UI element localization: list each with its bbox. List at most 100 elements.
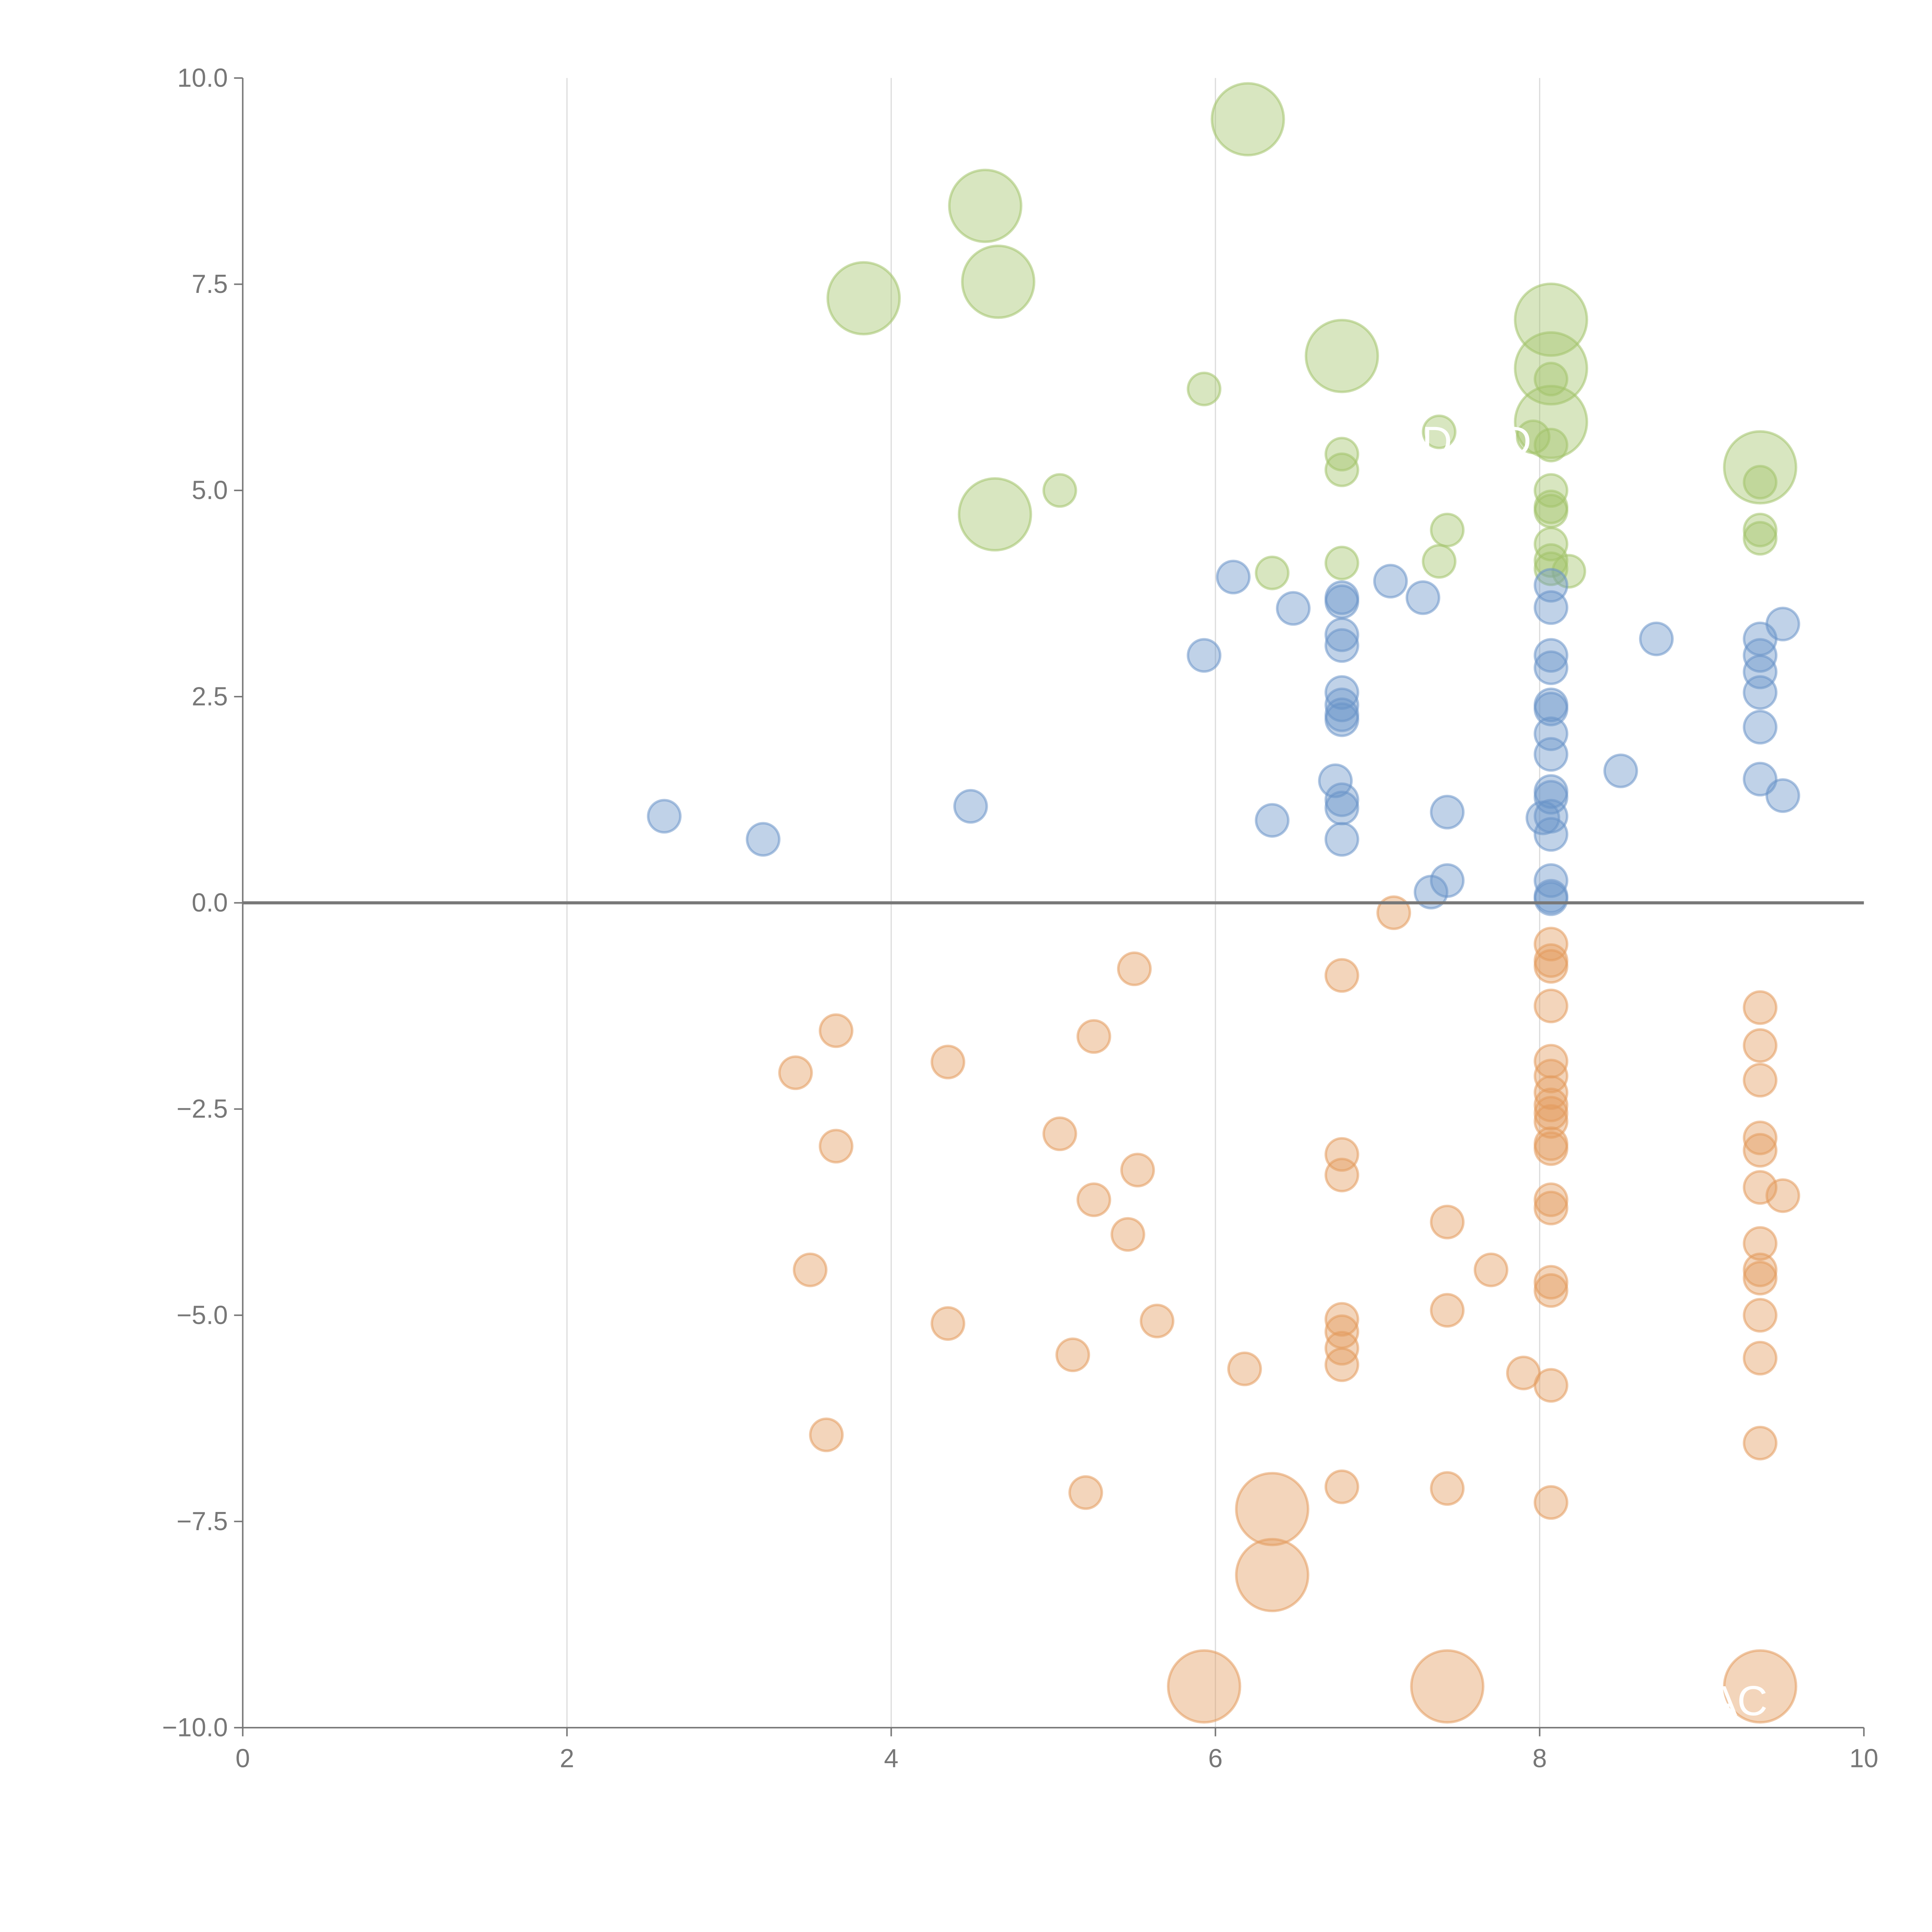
data-point-blue: [1534, 780, 1568, 815]
data-point-green: [1514, 331, 1588, 406]
data-point-blue: [1534, 799, 1568, 834]
y-tick-label: −5.0: [177, 1301, 228, 1330]
y-tick-label: 7.5: [192, 270, 228, 299]
data-point-orange: [930, 1306, 966, 1341]
data-point-orange: [1743, 1063, 1778, 1098]
data-point-green: [1551, 554, 1587, 589]
data-point-green: [957, 477, 1032, 552]
data-point-green: [1743, 512, 1778, 548]
data-point-orange: [1324, 1469, 1359, 1504]
data-point-green: [1534, 543, 1568, 578]
data-point-blue: [1324, 791, 1359, 825]
data-point-blue: [1765, 778, 1800, 813]
data-point-blue: [746, 822, 781, 857]
data-point-orange: [809, 1417, 844, 1452]
data-point-blue: [1255, 803, 1290, 838]
data-point-orange: [1534, 1273, 1568, 1308]
data-point-orange: [1324, 1158, 1359, 1192]
data-point-blue: [1534, 737, 1568, 772]
data-point-blue: [1324, 687, 1359, 723]
data-point-orange: [1227, 1351, 1262, 1386]
data-point-blue: [1324, 822, 1359, 857]
data-point-orange: [1534, 1095, 1568, 1131]
data-point-orange: [1235, 1538, 1310, 1612]
x-tick-label: 2: [560, 1744, 574, 1773]
data-point-orange: [1055, 1337, 1090, 1372]
data-point-orange: [1743, 1425, 1778, 1461]
data-point-orange: [1473, 1252, 1509, 1287]
data-point-blue: [1534, 590, 1568, 625]
y-tick-label: −7.5: [177, 1507, 228, 1536]
data-point-green: [1743, 521, 1778, 556]
data-point-green: [1422, 414, 1457, 449]
data-point-orange: [1743, 1340, 1778, 1376]
annotation-label: AC: [1709, 1677, 1767, 1725]
data-point-orange: [930, 1044, 966, 1080]
data-point-orange: [1324, 1302, 1359, 1337]
data-point-orange: [1534, 1368, 1568, 1403]
data-point-orange: [1743, 1028, 1778, 1063]
data-point-green: [1514, 384, 1588, 459]
data-point-green: [1743, 465, 1778, 500]
data-point-orange: [1534, 1182, 1568, 1217]
data-point-blue: [1534, 638, 1568, 673]
data-point-blue: [1534, 881, 1568, 916]
annotation-label: D: [1422, 418, 1452, 465]
data-point-blue: [1430, 794, 1465, 830]
data-point-orange: [1117, 951, 1152, 986]
y-tick-label: 0.0: [192, 888, 228, 917]
data-point-blue: [1743, 675, 1778, 710]
data-point-green: [1534, 362, 1568, 396]
data-point-orange: [1534, 1265, 1568, 1300]
x-tick-label: 8: [1532, 1744, 1547, 1773]
data-point-orange: [1235, 1472, 1310, 1546]
data-point-green: [1255, 555, 1290, 590]
data-point-green: [1324, 546, 1359, 580]
data-point-orange: [1139, 1303, 1175, 1338]
data-point-blue: [1603, 753, 1638, 788]
data-point-blue: [1534, 692, 1568, 726]
data-point-blue: [1324, 584, 1359, 619]
data-point-blue: [647, 799, 682, 834]
data-point-orange: [1120, 1153, 1155, 1188]
data-point-blue: [1413, 874, 1449, 910]
data-point-blue: [1318, 763, 1353, 798]
data-point-orange: [1076, 1019, 1111, 1054]
y-tick-label: −2.5: [177, 1095, 228, 1124]
data-point-orange: [1723, 1649, 1798, 1724]
data-point-blue: [1324, 628, 1359, 663]
data-point-orange: [1743, 1252, 1778, 1287]
data-point-orange: [1076, 1182, 1111, 1217]
data-point-orange: [1324, 958, 1359, 993]
data-point-orange: [1534, 988, 1568, 1024]
data-point-blue: [1324, 617, 1359, 652]
data-point-orange: [1743, 1260, 1778, 1296]
data-point-orange: [1743, 1133, 1778, 1168]
data-point-orange: [818, 1013, 854, 1048]
data-point-blue: [1324, 697, 1359, 732]
data-point-orange: [1765, 1178, 1800, 1213]
data-point-orange: [1743, 1298, 1778, 1333]
data-point-blue: [1324, 782, 1359, 817]
data-point-orange: [1376, 895, 1411, 930]
data-point-green: [1515, 419, 1551, 454]
data-point-green: [1430, 512, 1465, 548]
data-point-green: [1187, 371, 1222, 406]
y-tick-label: 2.5: [192, 682, 228, 711]
x-tick-label: 10: [1849, 1744, 1878, 1773]
data-point-orange: [1743, 1170, 1778, 1205]
data-point-orange: [1430, 1204, 1465, 1240]
data-point-blue: [1765, 607, 1800, 641]
y-tick-label: −10.0: [162, 1713, 228, 1742]
data-point-green: [1422, 544, 1457, 579]
axes: 0 2 4 6 8 10 10.0 7.5 5.0 2.5 0.0 −2.5 −5.0 −7.5 −10.0: [162, 63, 1878, 1773]
data-point-orange: [1743, 990, 1778, 1025]
data-point-blue: [1639, 621, 1674, 656]
data-point-orange: [1430, 1293, 1465, 1328]
data-point-blue: [1187, 638, 1222, 673]
data-point-orange: [793, 1252, 828, 1287]
data-point-orange: [1743, 1226, 1778, 1261]
data-point-orange: [778, 1055, 813, 1090]
data-point-green: [1211, 82, 1285, 156]
